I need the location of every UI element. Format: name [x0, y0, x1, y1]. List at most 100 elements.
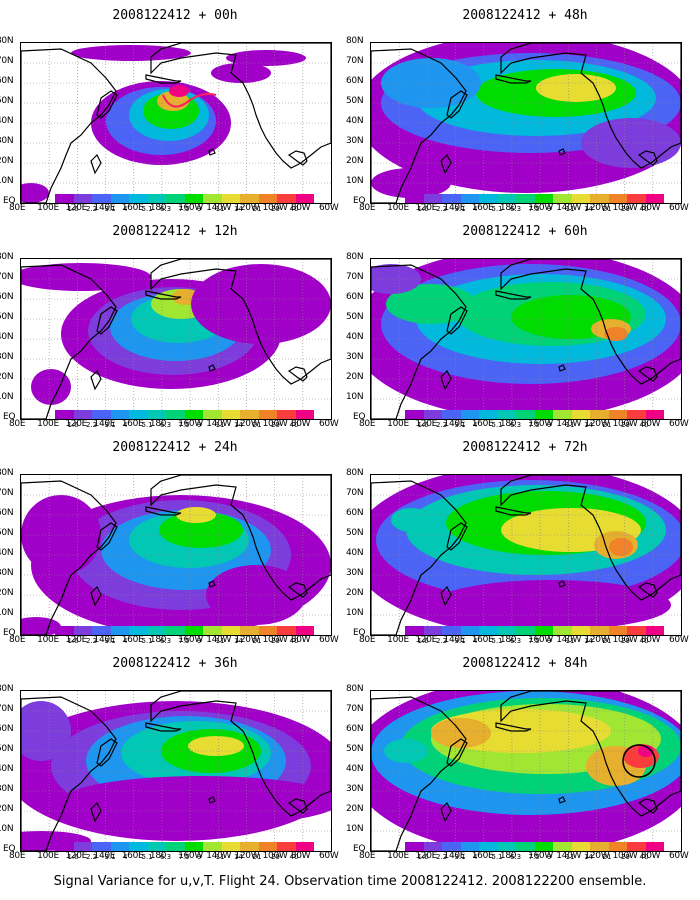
colorbar-label: 3.1	[104, 205, 116, 213]
x-axis-tick-label: 140W	[556, 203, 582, 213]
coastline	[440, 153, 452, 175]
y-axis-tick-label: 80N	[0, 684, 14, 694]
panel-title: 2008122412 + 72h	[462, 440, 588, 455]
colorbar-swatch	[590, 626, 609, 635]
x-axis-tick-label: 180	[149, 635, 167, 645]
y-axis-tick-label: 50N	[0, 528, 14, 538]
colorbar-label: 2.2	[436, 205, 448, 213]
colorbar-swatch	[258, 626, 277, 635]
colorbar-label: 29	[621, 637, 630, 645]
y-axis-tick-label: EQ	[353, 628, 366, 638]
map-panel: 2008122412 + 24h 80N 70N 60N 50N 40N 30N 20N 10N…	[0, 432, 350, 657]
coastline	[440, 369, 452, 391]
colorbar-label: 5.1	[141, 853, 153, 861]
x-axis-tick-label: 80W	[640, 851, 661, 861]
colorbar-label: 7.5	[178, 637, 190, 645]
y-axis-tick-label: 40N	[0, 764, 14, 774]
contour-fill	[31, 369, 71, 405]
coastline	[371, 480, 467, 635]
colorbar-swatch	[129, 410, 148, 419]
variance-map	[370, 690, 682, 852]
coastline	[637, 582, 658, 598]
colorbar-swatch	[277, 626, 296, 635]
colorbar-swatch	[423, 626, 442, 635]
y-axis-tick-label: 20N	[346, 588, 364, 598]
colorbar-label: 5.1	[141, 421, 153, 429]
coastline	[495, 722, 532, 732]
colorbar-label: 5.1	[141, 637, 153, 645]
coastline	[145, 722, 182, 732]
colorbar-swatch	[497, 626, 516, 635]
coastline	[208, 580, 216, 588]
y-axis-tick-label: 60N	[346, 76, 364, 86]
colorbar-swatch	[277, 194, 296, 203]
coastline	[208, 148, 216, 156]
contour-fill	[169, 85, 189, 97]
colorbar-label: 21	[602, 205, 612, 213]
colorbar-label: 40	[639, 853, 649, 861]
colorbar-label: 40	[639, 205, 649, 213]
colorbar-swatch	[203, 626, 222, 635]
colorbar-swatch	[627, 410, 646, 419]
colorbar-swatch	[479, 842, 498, 851]
colorbar-swatch	[129, 194, 148, 203]
contour-fill	[604, 327, 628, 341]
map-panel: 2008122412 + 12h 80N 70N 60N 50N 40N 30N 20N 10N…	[0, 216, 350, 441]
colorbar-label: 3.1	[104, 853, 116, 861]
x-axis-tick-label: 160E	[121, 203, 144, 213]
y-axis-tick-label: 20N	[0, 588, 14, 598]
coastline	[96, 522, 118, 551]
coastline	[446, 738, 468, 767]
colorbar-label: 6.3	[160, 205, 172, 213]
y-axis-tick-label: 70N	[346, 488, 364, 498]
colorbar-swatch	[442, 410, 461, 419]
x-axis-tick-label: 100E	[387, 203, 409, 213]
colorbar-label: 2.2	[436, 421, 448, 429]
y-axis-tick-label: 60N	[0, 76, 14, 86]
coastline	[371, 696, 467, 851]
colorbar-swatch	[184, 410, 203, 419]
coastline	[440, 585, 452, 607]
x-axis-tick-label: 100W	[612, 635, 638, 645]
colorbar-label: 29	[271, 853, 280, 861]
colorbar-label: 4	[123, 421, 128, 429]
x-axis-tick-label: 120E	[65, 635, 88, 645]
colorbar-swatch	[221, 410, 240, 419]
colorbar-swatch	[295, 842, 314, 851]
colorbar-label: 2.2	[436, 853, 448, 861]
colorbar-label: 7.5	[178, 421, 190, 429]
y-axis-tick-label: 40N	[0, 548, 14, 558]
x-axis-tick-label: 180	[149, 203, 167, 213]
colorbar-swatch	[92, 626, 111, 635]
map-panel: 2008122412 + 00h 80N 70N 60N 50N 40N 30N 20N 10N…	[0, 0, 350, 225]
contour-fill	[609, 538, 633, 556]
y-axis-tick-label: EQ	[3, 628, 16, 638]
x-axis-tick-label: 60W	[669, 203, 689, 213]
coastline	[287, 150, 308, 166]
colorbar-label: 9	[197, 637, 202, 645]
colorbar-swatch	[92, 410, 111, 419]
x-axis-tick-label: 100W	[262, 851, 288, 861]
colorbar-label: 5.1	[491, 421, 503, 429]
colorbar-label: 14	[234, 637, 243, 645]
colorbar-swatch	[277, 842, 296, 851]
x-axis-tick-label: 100E	[37, 419, 59, 429]
colorbar-label: 11	[215, 421, 225, 429]
x-axis-tick-label: 160E	[121, 851, 144, 861]
colorbar-label: 5.1	[141, 205, 153, 213]
colorbar-swatch	[184, 842, 203, 851]
colorbar	[55, 410, 314, 419]
colorbar-label: 9	[197, 205, 202, 213]
x-axis-tick-label: 140W	[206, 419, 232, 429]
coastline	[558, 364, 566, 372]
x-axis-tick-label: 120W	[234, 635, 260, 645]
colorbar-swatch	[534, 842, 553, 851]
colorbar-label: 14	[234, 853, 243, 861]
colorbar-swatch	[534, 194, 553, 203]
colorbar-label: 1.6	[67, 205, 79, 213]
colorbar-swatch	[110, 842, 129, 851]
colorbar-label: 14	[584, 421, 593, 429]
x-axis-tick-label: 160W	[528, 203, 553, 213]
colorbar-swatch	[221, 842, 240, 851]
colorbar-label: 21	[602, 853, 612, 861]
